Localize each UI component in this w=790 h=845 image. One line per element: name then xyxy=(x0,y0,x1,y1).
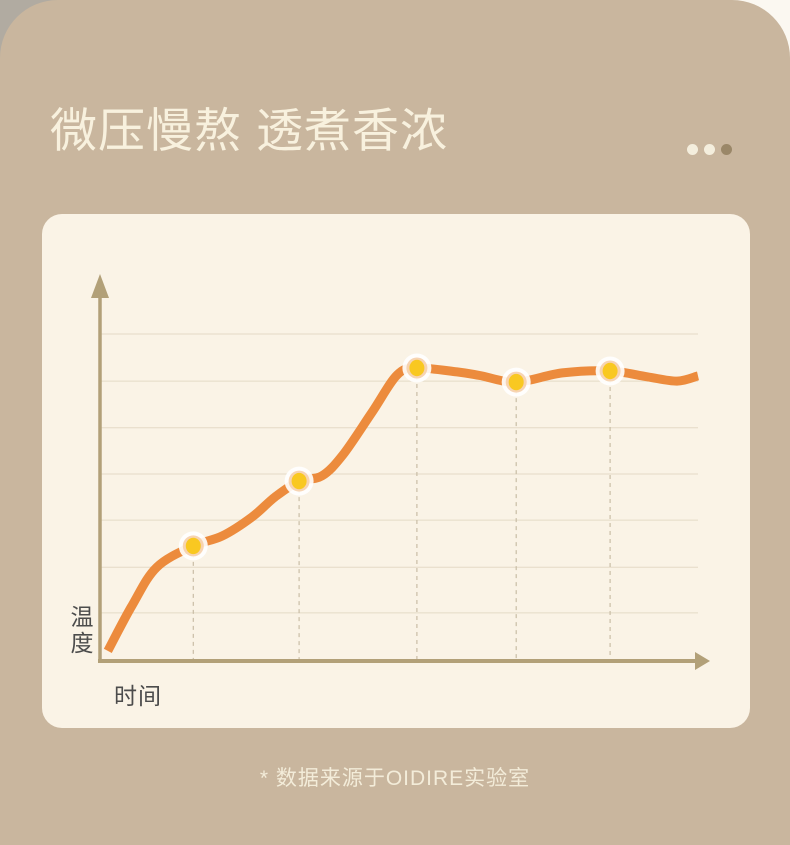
ellipsis-dot xyxy=(687,144,698,155)
marker-dot xyxy=(602,362,618,380)
y-axis-arrow-icon xyxy=(91,274,109,298)
chart-card: 温度 时间 xyxy=(42,214,750,728)
ellipsis-decoration xyxy=(687,144,732,155)
temperature-line-chart xyxy=(91,274,710,670)
marker-dot xyxy=(185,537,201,555)
temperature-curve xyxy=(103,363,700,654)
data-source-note: * 数据来源于OIDIRE实验室 xyxy=(259,767,531,790)
marker-dot xyxy=(409,359,425,377)
y-axis-label: 温度 xyxy=(67,605,93,657)
ellipsis-dot xyxy=(704,144,715,155)
marker-dot xyxy=(291,472,307,490)
ellipsis-dot xyxy=(721,144,732,155)
x-axis-label: 时间 xyxy=(114,683,162,709)
section-title: 微压慢熬 透煮香浓 xyxy=(50,104,449,157)
x-axis-arrow-icon xyxy=(695,652,710,670)
marker-dot xyxy=(508,373,524,391)
